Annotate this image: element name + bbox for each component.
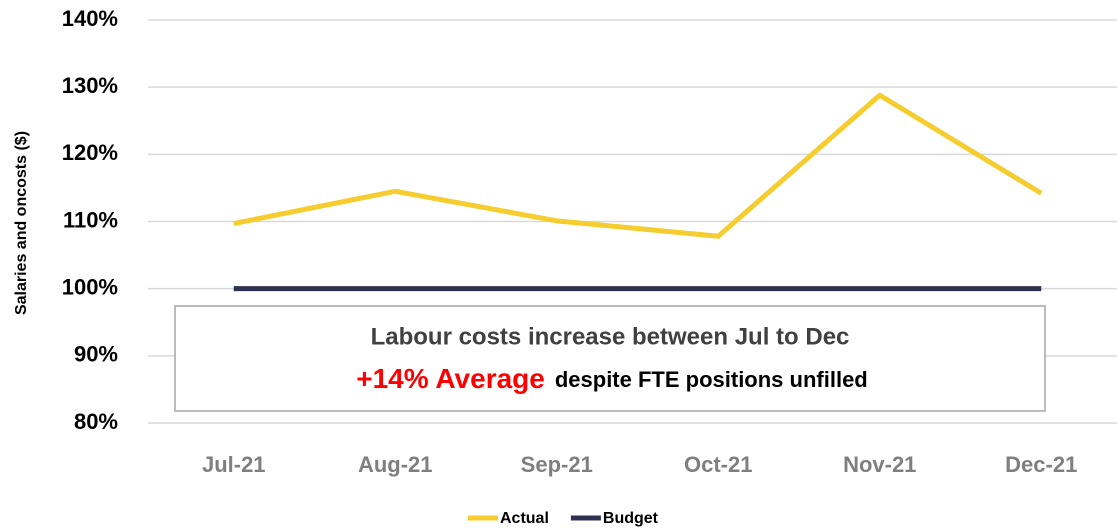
y-tick-label: 100% [62, 274, 118, 299]
y-axis-label: Salaries and oncosts ($) [13, 131, 30, 315]
annotation-line2: +14% Average despite FTE positions unfill… [356, 363, 868, 394]
x-tick-label: Dec-21 [1005, 452, 1077, 477]
y-tick-label: 90% [74, 342, 118, 367]
y-tick-label: 110% [63, 207, 118, 232]
x-tick-label: Jul-21 [202, 452, 266, 477]
y-tick-label: 120% [62, 140, 118, 165]
annotation-highlight: +14% Average [356, 363, 545, 394]
annotation-box [174, 305, 1046, 412]
x-tick-label: Aug-21 [358, 452, 433, 477]
x-tick-label: Oct-21 [684, 452, 752, 477]
y-tick-label: 140% [62, 6, 118, 31]
x-tick-label: Nov-21 [843, 452, 916, 477]
x-tick-label: Sep-21 [521, 452, 593, 477]
legend-label: Actual [500, 510, 549, 527]
y-tick-label: 130% [62, 73, 118, 98]
legend-label: Budget [603, 510, 659, 527]
annotation-line1: Labour costs increase between Jul to Dec [371, 323, 850, 350]
y-tick-label: 80% [74, 409, 118, 434]
series-line [233, 92, 1043, 239]
annotation-text: despite FTE positions unfilled [555, 367, 868, 392]
